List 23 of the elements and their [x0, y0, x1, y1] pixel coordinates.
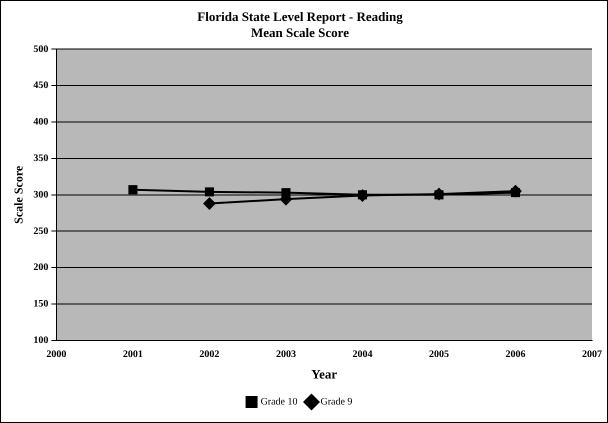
y-tick-label: 450: [33, 80, 48, 92]
y-tick-label: 150: [33, 298, 48, 310]
x-tick-label: 2002: [199, 348, 220, 360]
y-tick-label: 300: [33, 189, 48, 200]
x-axis-title: Year: [311, 366, 338, 382]
x-tick-label: 2000: [46, 348, 66, 360]
y-tick-label: 350: [33, 152, 48, 164]
text: Florida State Level Report - Reading: [197, 9, 403, 24]
x-tick-label: 2006: [505, 348, 526, 360]
y-tick-label: 250: [33, 226, 48, 237]
x-tick-label: 2007: [582, 348, 602, 360]
x-tick-label: 2005: [428, 348, 449, 360]
x-tick-label: 2003: [276, 348, 296, 360]
y-tick-label: 100: [33, 334, 48, 346]
x-tick-label: 2004: [352, 348, 372, 360]
legend-label: Grade 9: [320, 396, 352, 408]
text: Mean Scale Score: [251, 24, 349, 40]
y-tick-label: 500: [33, 44, 48, 55]
legend-label: Grade 10: [260, 396, 298, 408]
y-tick-label: 200: [33, 262, 48, 274]
y-tick-label: 400: [33, 116, 48, 128]
x-tick-label: 2001: [122, 348, 143, 360]
y-axis-title: Scale Score: [11, 165, 26, 224]
